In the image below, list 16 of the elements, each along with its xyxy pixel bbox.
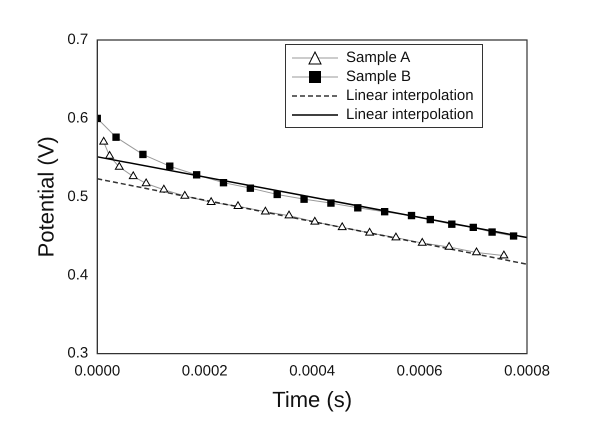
x-tick-label: 0.0008	[504, 362, 550, 380]
y-tick-label: 0.6	[67, 110, 88, 127]
legend-label: Linear interpolation	[346, 87, 474, 104]
legend-label: Linear interpolation	[346, 106, 474, 123]
x-axis-title: Time (s)	[272, 386, 352, 412]
y-tick-label: 0.7	[67, 31, 88, 48]
x-tick-label: 0.0006	[396, 362, 443, 380]
y-tick-label: 0.5	[67, 188, 88, 205]
y-tick-label: 0.3	[67, 344, 88, 362]
legend-label: Sample A	[346, 49, 410, 66]
y-axis-title: Potential (V)	[33, 136, 58, 258]
x-tick-label: 0.0004	[289, 362, 336, 380]
legend-label: Sample B	[346, 68, 412, 85]
x-tick-label: 0.0002	[182, 362, 228, 380]
x-tick-label: 0.0000	[74, 362, 120, 380]
y-tick-label: 0.4	[67, 266, 88, 284]
